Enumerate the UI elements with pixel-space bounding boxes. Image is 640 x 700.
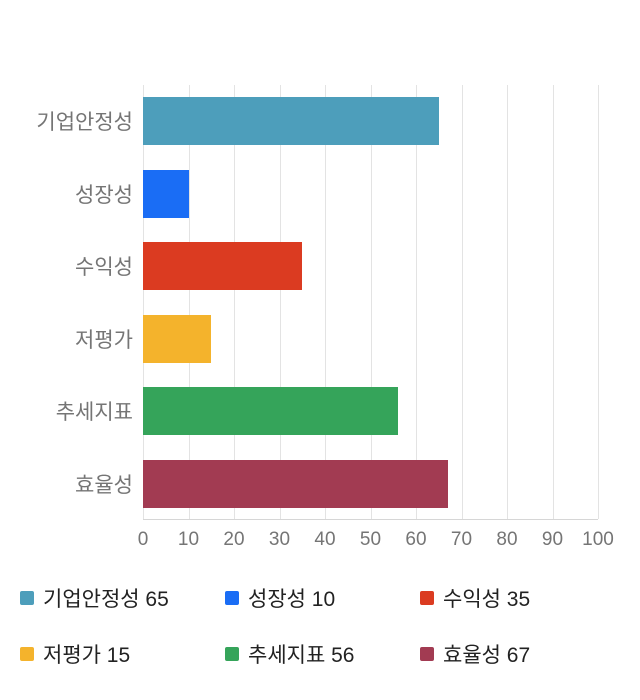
legend-swatch	[225, 591, 239, 605]
x-tick-label: 50	[359, 529, 382, 550]
legend-swatch	[20, 647, 34, 661]
gridline	[370, 85, 372, 519]
category-label: 기업안정성	[36, 111, 133, 135]
bar	[143, 97, 439, 146]
x-tick-label: 20	[223, 529, 245, 550]
x-tick-label: 40	[314, 529, 336, 550]
x-tick-label: 80	[496, 529, 518, 550]
legend-item: 성장성 10	[225, 583, 420, 613]
gridline	[279, 85, 281, 519]
legend-label: 추세지표 56	[248, 644, 355, 667]
legend-item: 수익성 35	[420, 583, 530, 613]
gridline	[461, 85, 463, 519]
legend-swatch	[225, 647, 239, 661]
category-label: 저평가	[75, 328, 133, 352]
x-tick-label: 100	[582, 529, 614, 550]
x-tick-label: 60	[405, 529, 427, 550]
bar	[143, 242, 303, 291]
category-label: 효율성	[75, 473, 133, 497]
category-label: 수익성	[75, 256, 133, 280]
legend-label: 수익성 35	[443, 588, 531, 611]
legend: 기업안정성 65 성장성 10 수익성 35 저평가 15 추세지표 56 효율성 67	[20, 583, 530, 669]
gridline	[598, 85, 599, 519]
category-label: 추세지표	[55, 401, 133, 425]
bar	[143, 169, 189, 218]
gridline	[325, 85, 326, 519]
x-tick-label: 70	[450, 529, 473, 550]
gridline	[507, 85, 508, 519]
gridline	[188, 85, 190, 519]
legend-label: 기업안정성 65	[43, 588, 169, 611]
gridline	[416, 85, 417, 519]
legend-item: 기업안정성 65	[20, 583, 225, 613]
legend-label: 저평가 15	[43, 644, 131, 667]
legend-item: 저평가 15	[20, 639, 225, 669]
legend-swatch	[20, 591, 34, 605]
bar	[143, 314, 212, 363]
legend-item: 추세지표 56	[225, 639, 420, 669]
gridline	[552, 85, 554, 519]
x-tick-label: 10	[177, 529, 200, 550]
legend-label: 성장성 10	[248, 588, 336, 611]
bar	[143, 387, 398, 436]
plot-area	[143, 85, 599, 520]
x-tick-label: 30	[268, 529, 291, 550]
bar	[143, 459, 448, 508]
legend-label: 효율성 67	[443, 644, 531, 667]
legend-item: 효율성 67	[420, 639, 530, 669]
x-tick-label: 0	[137, 529, 149, 550]
category-label: 성장성	[75, 183, 133, 207]
gridline	[143, 85, 144, 519]
gridline	[234, 85, 235, 519]
x-tick-label: 90	[541, 529, 564, 550]
legend-swatch	[420, 591, 434, 605]
legend-swatch	[420, 647, 434, 661]
